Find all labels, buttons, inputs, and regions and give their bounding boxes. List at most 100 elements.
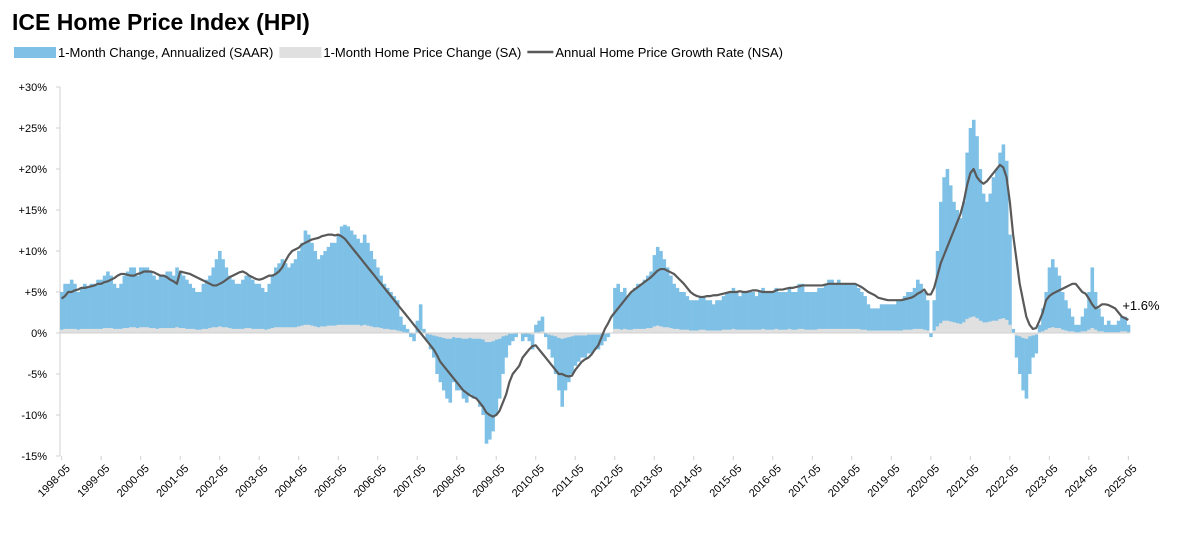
bar [270, 275, 275, 333]
bar [685, 329, 690, 333]
bar [850, 283, 854, 333]
bar [698, 296, 703, 333]
bar [194, 329, 199, 333]
bar [800, 283, 805, 333]
bar [738, 329, 742, 333]
bar [369, 251, 374, 333]
bar [1120, 316, 1124, 333]
bar [860, 292, 864, 333]
bar [725, 292, 729, 333]
bar [952, 201, 956, 333]
bar [764, 292, 769, 333]
bar [353, 234, 357, 333]
bar [1057, 328, 1062, 333]
bar [840, 283, 844, 333]
bar [738, 296, 742, 333]
bar [978, 320, 983, 333]
bar [590, 333, 594, 335]
bar [260, 328, 265, 333]
bar [708, 330, 713, 333]
bar [385, 287, 390, 333]
bar [488, 333, 492, 440]
x-tick-label: 1998-05 [36, 463, 73, 500]
bar [804, 292, 808, 333]
bar [856, 287, 861, 333]
bar [1024, 333, 1029, 399]
bar [570, 333, 574, 337]
bar [622, 328, 627, 333]
bar [678, 292, 683, 333]
bar [280, 259, 285, 333]
bar [702, 296, 706, 333]
bar [280, 327, 285, 333]
bar [682, 329, 686, 333]
bar [797, 283, 802, 333]
bar [557, 333, 561, 391]
bar [145, 267, 150, 333]
bar [422, 328, 426, 333]
bar [840, 328, 844, 333]
bar [461, 333, 466, 339]
bar [1014, 333, 1019, 358]
bar [537, 320, 541, 333]
bar [883, 304, 887, 333]
bar [201, 328, 206, 333]
bar [132, 327, 137, 333]
bar [231, 328, 235, 333]
bar [748, 329, 752, 333]
bar [883, 330, 887, 333]
bar [441, 333, 446, 338]
bar [297, 326, 301, 333]
bar [646, 275, 650, 333]
bar [92, 328, 97, 333]
bar [399, 316, 403, 333]
bar [303, 324, 308, 333]
bar [290, 327, 295, 333]
bar [896, 330, 900, 333]
bar [958, 323, 963, 333]
bar [234, 328, 239, 333]
bar [863, 329, 867, 333]
bar [438, 333, 443, 383]
bar [616, 328, 620, 333]
bar [1060, 292, 1065, 333]
bar [662, 259, 667, 333]
bar [96, 328, 100, 333]
bar [109, 275, 113, 333]
bar [69, 328, 74, 333]
bar [1067, 308, 1072, 333]
bar [135, 328, 140, 333]
bar [873, 308, 877, 333]
bar [1083, 308, 1088, 333]
bar [876, 330, 881, 333]
bar [757, 329, 762, 333]
bar [744, 329, 749, 333]
bar [461, 333, 466, 399]
bar [326, 325, 331, 333]
bar [313, 251, 318, 333]
bar [573, 333, 578, 366]
bar [435, 333, 439, 337]
bar [178, 328, 183, 333]
bar [89, 283, 94, 333]
bar [902, 329, 907, 333]
bar [1093, 292, 1098, 333]
bar [965, 152, 969, 333]
bar [827, 279, 831, 333]
bar [412, 333, 416, 342]
bar [968, 128, 973, 333]
legend-swatch [279, 47, 322, 58]
bar [264, 329, 268, 333]
x-tick-label: 2008-05 [431, 463, 468, 500]
bar [879, 304, 884, 333]
bar [274, 267, 278, 333]
bar [761, 287, 765, 333]
bar [665, 267, 670, 333]
x-tick-label: 2015-05 [707, 463, 744, 500]
bar [629, 292, 634, 333]
bar [1050, 259, 1055, 333]
bar [807, 292, 811, 333]
bar [929, 333, 933, 338]
bar [165, 271, 169, 333]
bar [846, 283, 851, 333]
